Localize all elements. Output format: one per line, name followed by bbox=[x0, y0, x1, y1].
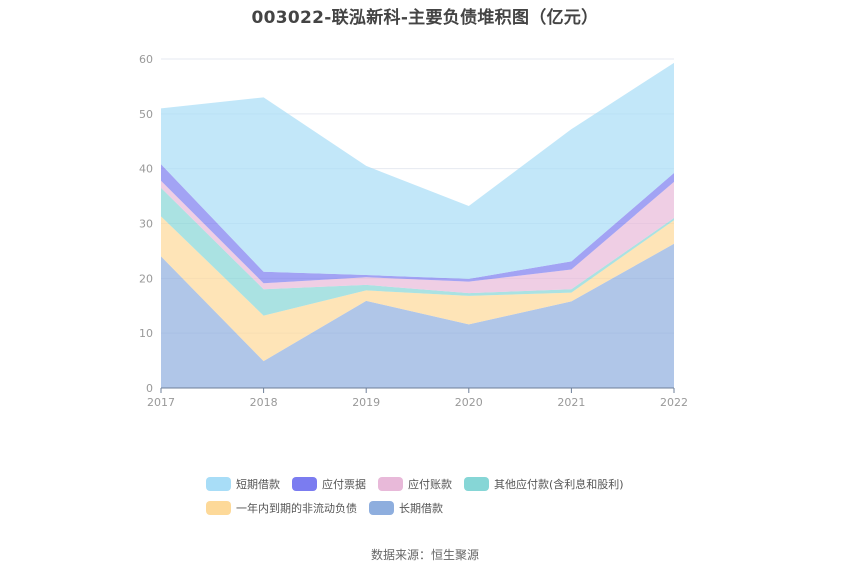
data-source: 数据来源：恒生聚源 bbox=[370, 548, 479, 562]
legend-swatch bbox=[378, 477, 403, 491]
axes: 2017 2018 2019 2020 2021 2022 bbox=[147, 387, 688, 409]
stacked-area-chart: 0 10 20 30 40 50 60 2017 2018 2019 2020 2021 2022 bbox=[139, 53, 688, 409]
legend-swatch bbox=[369, 501, 394, 515]
legend-row-1: 短期借款 应付票据 应付账款 其他应付款(含利息和股利) bbox=[206, 472, 666, 496]
legend-label: 应付账款 bbox=[408, 478, 452, 491]
svg-text:20: 20 bbox=[139, 272, 153, 285]
svg-text:40: 40 bbox=[139, 163, 153, 176]
area-series bbox=[161, 216, 674, 362]
legend-row-2: 一年内到期的非流动负债 长期借款 bbox=[206, 496, 666, 520]
chart-title: 003022-联泓新科-主要负债堆积图（亿元） bbox=[251, 8, 599, 28]
legend-item-short-term-loans[interactable]: 短期借款 bbox=[206, 476, 280, 492]
svg-text:0: 0 bbox=[146, 382, 153, 395]
legend-label: 其他应付款(含利息和股利) bbox=[494, 478, 624, 491]
legend: 短期借款 应付票据 应付账款 其他应付款(含利息和股利) 一年内到期的非流动负债… bbox=[206, 472, 666, 520]
legend-swatch bbox=[292, 477, 317, 491]
legend-item-accounts-payable[interactable]: 应付账款 bbox=[378, 476, 452, 492]
svg-text:2018: 2018 bbox=[250, 396, 278, 409]
svg-text:2019: 2019 bbox=[352, 396, 380, 409]
legend-swatch bbox=[464, 477, 489, 491]
svg-text:30: 30 bbox=[139, 218, 153, 231]
legend-item-current-noncurrent[interactable]: 一年内到期的非流动负债 bbox=[206, 500, 357, 516]
legend-label: 短期借款 bbox=[236, 478, 280, 491]
area-series bbox=[161, 187, 674, 316]
legend-label: 长期借款 bbox=[399, 502, 443, 515]
area-layers bbox=[161, 62, 674, 388]
svg-text:2021: 2021 bbox=[557, 396, 585, 409]
area-series bbox=[161, 243, 674, 388]
svg-text:2017: 2017 bbox=[147, 396, 175, 409]
legend-swatch bbox=[206, 501, 231, 515]
legend-label: 一年内到期的非流动负债 bbox=[236, 502, 357, 515]
legend-item-long-term-loans[interactable]: 长期借款 bbox=[369, 500, 443, 516]
area-series bbox=[161, 62, 674, 279]
svg-text:2022: 2022 bbox=[660, 396, 688, 409]
legend-label: 应付票据 bbox=[322, 478, 366, 491]
legend-item-other-payables[interactable]: 其他应付款(含利息和股利) bbox=[464, 476, 624, 492]
svg-text:50: 50 bbox=[139, 108, 153, 121]
svg-text:2020: 2020 bbox=[455, 396, 483, 409]
svg-text:10: 10 bbox=[139, 327, 153, 340]
legend-item-notes-payable[interactable]: 应付票据 bbox=[292, 476, 366, 492]
svg-text:60: 60 bbox=[139, 53, 153, 66]
legend-swatch bbox=[206, 477, 231, 491]
